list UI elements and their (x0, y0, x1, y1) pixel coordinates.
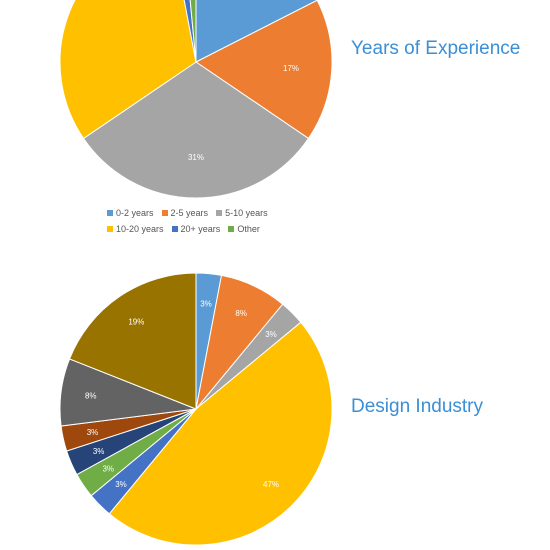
legend-entry: Other (228, 224, 260, 234)
pie-1-slice-4 (59, 0, 197, 140)
pie-2-data-label-6: 3% (102, 465, 114, 474)
legend-label: Other (237, 224, 260, 234)
pie-2-data-label-4: 47% (263, 480, 279, 489)
pie-1-slice-5 (183, 0, 197, 63)
pie-1-data-label-2: 17% (283, 64, 299, 73)
legend-entry: 2-5 years (161, 208, 209, 218)
legend-entry: 20+ years (171, 224, 221, 234)
legend-label: 2-5 years (170, 208, 209, 218)
pie-1-slice-2 (195, 0, 333, 140)
legend-years-of-experience: 0-2 years 2-5 years 5-10 years 10-20 years 2… (107, 208, 307, 240)
pie-1-slice-3 (82, 61, 310, 199)
pie-2-slice-10 (68, 272, 197, 410)
pie-2-data-label-7: 3% (93, 447, 105, 456)
legend-swatch (161, 210, 168, 216)
legend-entry: 5-10 years (216, 208, 268, 218)
chart-title-design-industry: Design Industry (351, 396, 484, 417)
pie-chart-design-industry: 3%8%3%47%3%3%3%3%8%19% (59, 272, 333, 546)
legend-row: 10-20 years 20+ years Other (107, 224, 307, 234)
legend-swatch (107, 210, 113, 216)
legend-entry: 0-2 years (107, 208, 154, 218)
legend-label: 20+ years (180, 224, 221, 234)
legend-swatch (216, 210, 223, 216)
legend-entry: 10-20 years (107, 224, 164, 234)
legend-swatch (107, 226, 113, 232)
pie-2-data-label-8: 3% (87, 428, 99, 437)
chart-title-years-of-experience: Years of Experience (351, 38, 521, 59)
pie-2-data-label-10: 19% (128, 317, 144, 326)
legend-swatch (171, 226, 178, 232)
pie-2-data-label-1: 3% (200, 299, 212, 308)
pie-2-data-label-5: 3% (115, 480, 127, 489)
legend-label: 5-10 years (225, 208, 268, 218)
pie-chart-years-of-experience: 17% 31% (59, 0, 333, 199)
pie-1-data-label-3: 31% (188, 153, 204, 162)
pie-2-data-label-9: 8% (85, 392, 97, 401)
legend-label: 0-2 years (116, 208, 154, 218)
legend-swatch (228, 226, 235, 232)
pie-2-data-label-3: 3% (265, 330, 277, 339)
legend-row: 0-2 years 2-5 years 5-10 years (107, 208, 307, 218)
legend-label: 10-20 years (116, 224, 164, 234)
pie-2-data-label-2: 8% (235, 309, 247, 318)
pie-2-slice-4 (108, 321, 333, 546)
pie-1-slice-6 (189, 0, 197, 63)
